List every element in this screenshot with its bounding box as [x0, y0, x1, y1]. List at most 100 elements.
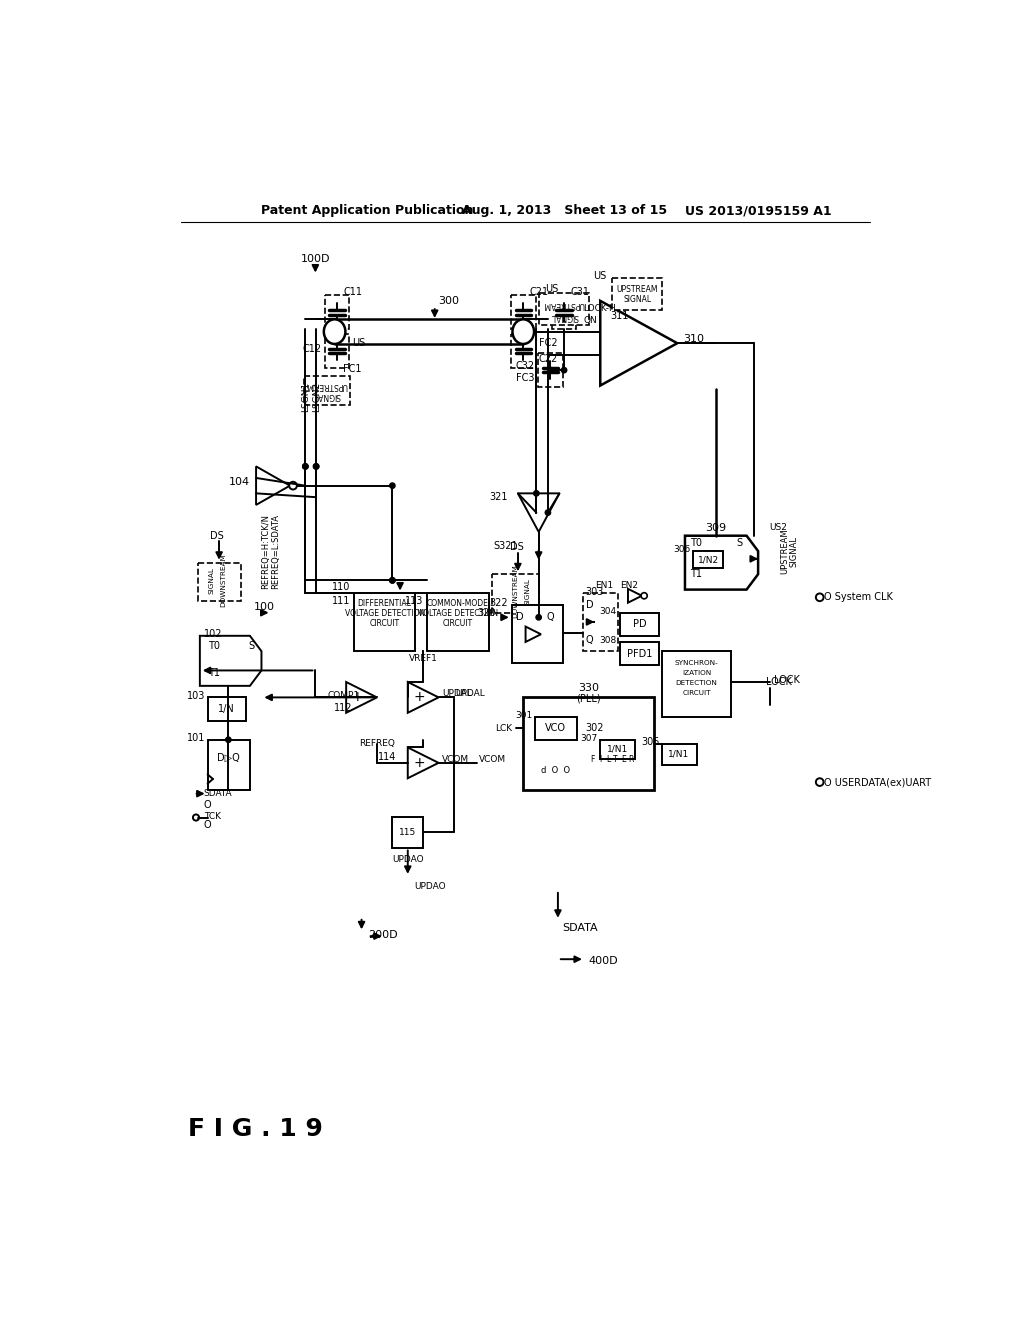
Bar — [621, 642, 658, 665]
Text: SIGNAL: SIGNAL — [209, 566, 214, 594]
Text: 301: 301 — [515, 710, 532, 719]
Bar — [427, 594, 488, 651]
Text: 1/N1: 1/N1 — [606, 744, 628, 754]
Text: Q: Q — [586, 635, 593, 644]
Text: SIGNAL: SIGNAL — [313, 391, 341, 400]
Polygon shape — [628, 589, 642, 603]
Text: O: O — [204, 820, 211, 830]
Circle shape — [548, 367, 553, 372]
Text: SIGNAL: SIGNAL — [550, 312, 579, 321]
Text: 400D: 400D — [589, 956, 618, 966]
Text: C12: C12 — [302, 345, 322, 354]
Text: +: + — [414, 756, 425, 770]
Text: UPDAO: UPDAO — [392, 854, 424, 863]
Text: CIRCUIT: CIRCUIT — [682, 690, 711, 696]
Text: VCOM: VCOM — [478, 755, 506, 763]
Text: VCOM: VCOM — [442, 755, 470, 763]
Text: d  O  O: d O O — [541, 766, 570, 775]
Text: SDATA: SDATA — [204, 789, 232, 799]
Ellipse shape — [512, 319, 535, 345]
Text: US: US — [546, 284, 559, 294]
Text: REFREQ: REFREQ — [359, 739, 395, 748]
Circle shape — [303, 463, 308, 469]
Text: LOCK: LOCK — [766, 677, 792, 686]
Text: T0: T0 — [690, 539, 702, 548]
Text: (PLL): (PLL) — [577, 694, 601, 704]
Circle shape — [313, 463, 318, 469]
Text: 300: 300 — [438, 296, 460, 306]
Text: IZATION: IZATION — [682, 669, 711, 676]
Text: PD: PD — [633, 619, 646, 630]
Bar — [325, 296, 349, 330]
Text: 303: 303 — [585, 587, 603, 597]
Text: UPDAL: UPDAL — [456, 689, 485, 698]
Text: LSGN1: LSGN1 — [301, 381, 310, 412]
Text: F I G . 1 9: F I G . 1 9 — [188, 1117, 324, 1140]
Polygon shape — [600, 301, 677, 385]
Text: I: I — [599, 755, 601, 763]
Text: 1/N2: 1/N2 — [697, 556, 719, 564]
Text: 322: 322 — [489, 598, 508, 609]
Text: 114: 114 — [378, 751, 396, 762]
Text: US 2013/0195159 A1: US 2013/0195159 A1 — [685, 205, 831, 218]
Circle shape — [561, 367, 566, 372]
Text: O USERDATA(ex)UART: O USERDATA(ex)UART — [823, 777, 931, 787]
Text: 104: 104 — [228, 477, 250, 487]
Text: FC1: FC1 — [343, 364, 361, 375]
Text: Patent Application Publication: Patent Application Publication — [261, 205, 474, 218]
Polygon shape — [346, 682, 377, 713]
Text: VREF1: VREF1 — [409, 655, 437, 664]
Bar — [199, 562, 241, 601]
Text: DETECTION: DETECTION — [676, 680, 718, 686]
Text: S: S — [736, 539, 742, 548]
Circle shape — [289, 482, 297, 490]
Text: R: R — [629, 755, 634, 763]
Text: UPSTREAM: UPSTREAM — [306, 381, 348, 389]
Text: 302: 302 — [585, 723, 603, 733]
Text: +: + — [414, 690, 425, 705]
Text: EN1: EN1 — [595, 581, 613, 590]
Text: DOWNSTREAM: DOWNSTREAM — [513, 564, 518, 618]
Polygon shape — [408, 747, 438, 779]
Text: UPSTREAM: UPSTREAM — [780, 528, 790, 574]
Text: 304: 304 — [599, 607, 616, 615]
Text: VOLTAGE DETECTION: VOLTAGE DETECTION — [345, 609, 425, 618]
Text: LSGN2: LSGN2 — [311, 381, 321, 412]
Text: COMP1: COMP1 — [327, 692, 359, 701]
Text: C31: C31 — [570, 288, 589, 297]
Text: F: F — [591, 755, 595, 763]
Text: DOWNSTREAM: DOWNSTREAM — [220, 553, 226, 607]
Circle shape — [313, 463, 318, 469]
Text: 308: 308 — [599, 636, 616, 645]
Bar — [600, 739, 635, 759]
Text: SDATA: SDATA — [562, 924, 597, 933]
Text: O: O — [204, 800, 211, 810]
Text: D: D — [515, 612, 523, 622]
Text: US: US — [352, 338, 366, 348]
Text: REFREQ=L:SDATA: REFREQ=L:SDATA — [271, 513, 281, 589]
Bar — [325, 334, 349, 368]
Bar — [662, 743, 696, 766]
Text: C11: C11 — [343, 288, 362, 297]
Text: SIGNAL: SIGNAL — [624, 294, 651, 304]
Text: S321: S321 — [494, 541, 518, 550]
Text: 111: 111 — [332, 597, 350, 606]
Text: CIRCUIT: CIRCUIT — [442, 619, 473, 628]
Ellipse shape — [324, 319, 345, 345]
Text: 200D: 200D — [368, 929, 397, 940]
Text: EN2: EN2 — [621, 581, 639, 590]
Text: VCO: VCO — [545, 723, 566, 733]
Bar — [523, 697, 654, 789]
Text: T1: T1 — [690, 569, 702, 579]
Text: 110: 110 — [332, 582, 350, 593]
Bar — [208, 697, 246, 721]
Text: US2: US2 — [770, 524, 787, 532]
Text: LCK: LCK — [496, 723, 512, 733]
Polygon shape — [685, 536, 758, 590]
Text: LOCK: LOCK — [773, 676, 800, 685]
Text: COMMON-MODE: COMMON-MODE — [427, 599, 488, 609]
Polygon shape — [200, 636, 261, 686]
Text: 102: 102 — [204, 630, 222, 639]
Polygon shape — [256, 466, 290, 506]
Bar — [511, 334, 536, 368]
